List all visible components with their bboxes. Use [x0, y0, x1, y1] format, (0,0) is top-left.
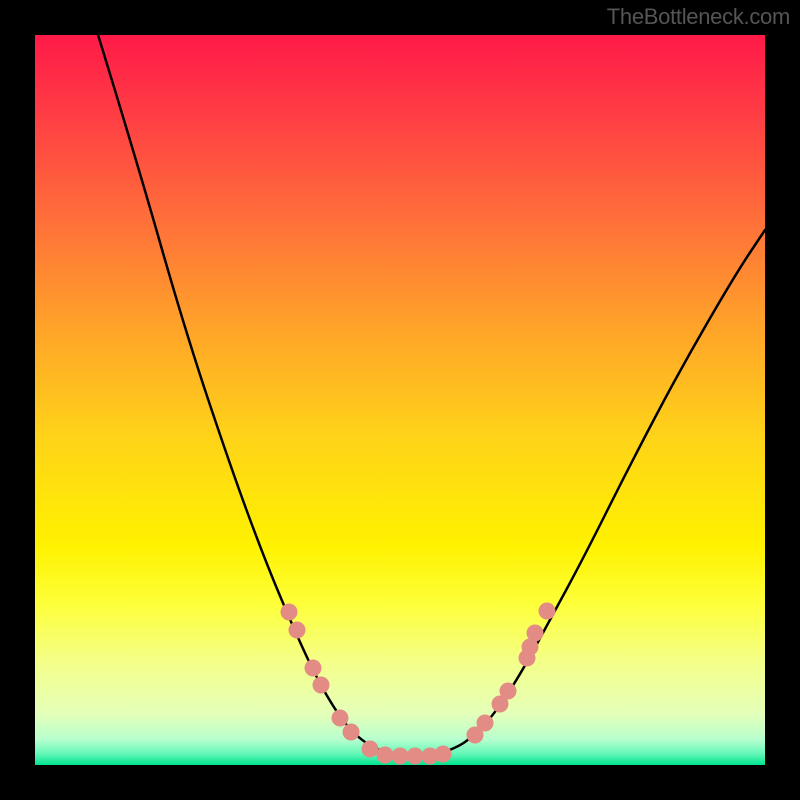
watermark-text: TheBottleneck.com: [607, 4, 790, 30]
gradient-background: [35, 35, 765, 765]
plot-area: [35, 35, 765, 765]
